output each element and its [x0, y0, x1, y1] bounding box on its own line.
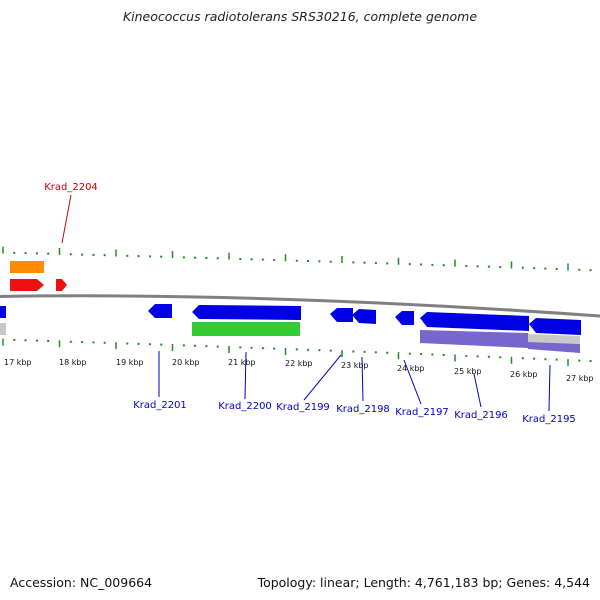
genome-summary-text: Topology: linear; Length: 4,761,183 bp; … — [257, 575, 590, 590]
gene-arrow-krad-2200[interactable] — [192, 305, 301, 320]
kbp-label: 17 kbp — [4, 358, 32, 367]
gene-bar-purple[interactable] — [420, 330, 528, 348]
kbp-label: 27 kbp — [566, 374, 594, 383]
gene-labels: Krad_2204 Krad_2201 Krad_2200 Krad_2199 … — [44, 182, 576, 425]
leader-line-krad-2200 — [244, 351, 247, 400]
gene-label-krad-2200[interactable]: Krad_2200 — [218, 401, 272, 412]
gene-label-krad-2197[interactable]: Krad_2197 — [395, 407, 449, 418]
forward-strand-track — [10, 261, 67, 291]
leader-line-krad-2199 — [303, 354, 342, 401]
kbp-label: 23 kbp — [341, 361, 369, 370]
top-tick-track — [2, 246, 592, 272]
reverse-strand-track — [0, 304, 581, 353]
gene-bar-purple-right[interactable] — [528, 342, 580, 353]
gene-bar-orange[interactable] — [10, 261, 44, 273]
gene-arrow-red-small[interactable] — [56, 279, 67, 291]
kbp-label: 25 kbp — [454, 367, 482, 376]
leader-line-krad-2204 — [61, 194, 72, 244]
gene-arrow-krad-2199[interactable] — [330, 308, 353, 322]
leader-line-krad-2195 — [548, 364, 551, 412]
gene-bar-green[interactable] — [192, 322, 300, 336]
leader-line-krad-2196 — [473, 373, 482, 408]
gene-label-krad-2196[interactable]: Krad_2196 — [454, 410, 508, 421]
kbp-label: 22 kbp — [285, 359, 313, 368]
gene-fragment-blue[interactable] — [0, 306, 6, 318]
leader-lines — [61, 194, 551, 412]
gene-arrow-krad-2201[interactable] — [148, 304, 172, 318]
gene-arrow-krad-2196[interactable] — [420, 312, 529, 331]
gene-arrow-red[interactable] — [10, 279, 44, 291]
gene-label-krad-2201[interactable]: Krad_2201 — [133, 400, 187, 411]
gene-label-krad-2199[interactable]: Krad_2199 — [276, 402, 330, 413]
kbp-label-group: 17 kbp 18 kbp 19 kbp 20 kbp 21 kbp 22 kb… — [4, 358, 594, 383]
accession-text: Accession: NC_009664 — [10, 575, 153, 590]
gene-arrow-krad-2195[interactable] — [529, 318, 581, 335]
gene-bar-gray[interactable] — [528, 334, 580, 344]
kbp-label: 26 kbp — [510, 370, 538, 379]
kbp-label: 24 kbp — [397, 364, 425, 373]
kbp-label: 20 kbp — [172, 358, 200, 367]
gene-label-krad-2198[interactable]: Krad_2198 — [336, 404, 390, 415]
kbp-label: 21 kbp — [228, 358, 256, 367]
kbp-label: 18 kbp — [59, 358, 87, 367]
page-title: Kineococcus radiotolerans SRS30216, comp… — [122, 9, 478, 24]
kbp-label: 19 kbp — [116, 358, 144, 367]
leader-line-krad-2197 — [403, 359, 422, 405]
gene-arrow-krad-2197[interactable] — [395, 311, 414, 325]
gene-label-krad-2204[interactable]: Krad_2204 — [44, 182, 98, 193]
gene-fragment-gray[interactable] — [0, 323, 6, 335]
main-axis — [0, 294, 600, 318]
gene-arrow-krad-2198[interactable] — [352, 309, 376, 324]
bottom-tick-track — [2, 338, 592, 367]
leader-line-krad-2198 — [361, 356, 364, 402]
gene-label-krad-2195[interactable]: Krad_2195 — [522, 414, 576, 425]
